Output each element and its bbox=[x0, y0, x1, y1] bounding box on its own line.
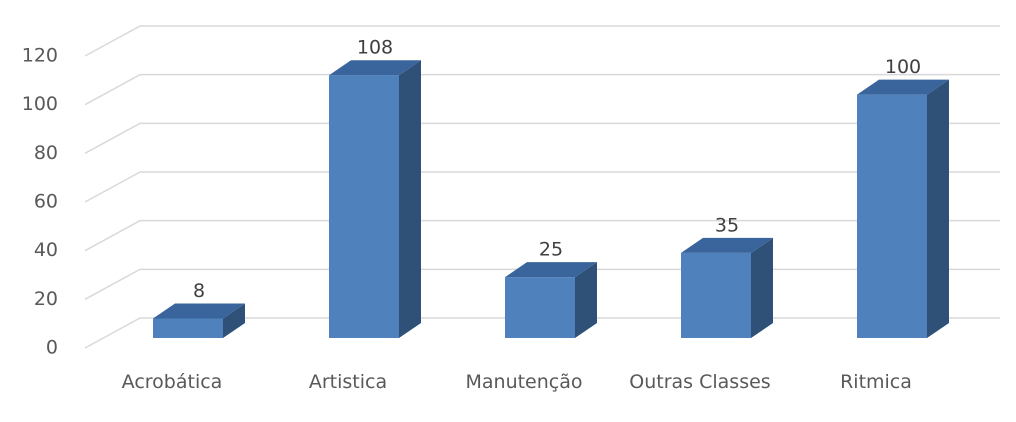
x-tick-label: Acrobática bbox=[121, 371, 223, 393]
value-label: 100 bbox=[885, 56, 921, 78]
bar-face bbox=[329, 60, 421, 76]
y-tick-label: 0 bbox=[46, 337, 58, 359]
x-tick-label: Artistica bbox=[308, 371, 388, 393]
value-label: 35 bbox=[715, 214, 739, 236]
bar-face bbox=[223, 303, 245, 338]
bar-face bbox=[857, 79, 949, 95]
bar bbox=[153, 303, 245, 338]
bar-face bbox=[505, 262, 597, 278]
grid-line bbox=[84, 219, 1000, 252]
bar-face bbox=[153, 318, 223, 338]
bar-face bbox=[857, 94, 927, 339]
value-label: 8 bbox=[193, 280, 205, 302]
y-tick-label: 120 bbox=[22, 45, 58, 67]
bar-face bbox=[575, 262, 597, 338]
bar-face bbox=[153, 303, 245, 319]
bar bbox=[681, 237, 773, 338]
value-label: 108 bbox=[357, 37, 393, 59]
y-tick-label: 40 bbox=[34, 239, 58, 261]
grid-line bbox=[84, 171, 1000, 203]
bar bbox=[505, 262, 597, 338]
y-tick-label: 100 bbox=[22, 93, 58, 115]
bar-face bbox=[399, 60, 421, 338]
y-tick-label: 60 bbox=[34, 191, 58, 213]
bar-face bbox=[329, 75, 399, 338]
bar bbox=[329, 60, 421, 338]
y-tick-label: 80 bbox=[34, 142, 58, 164]
grid-line bbox=[84, 122, 1000, 154]
x-tick-label: Ritmica bbox=[840, 371, 912, 393]
bar bbox=[857, 79, 949, 339]
bar-face bbox=[681, 252, 751, 338]
grid-line bbox=[84, 73, 1000, 106]
bar-face bbox=[751, 237, 773, 338]
x-tick-label: Outras Classes bbox=[629, 371, 771, 393]
bar-face bbox=[927, 79, 949, 339]
bar-face bbox=[505, 277, 575, 338]
x-tick-label: Manutenção bbox=[465, 371, 583, 393]
value-label: 25 bbox=[539, 239, 563, 261]
bar-face bbox=[681, 237, 773, 253]
grid-line bbox=[84, 25, 1000, 57]
y-tick-label: 20 bbox=[34, 288, 58, 310]
